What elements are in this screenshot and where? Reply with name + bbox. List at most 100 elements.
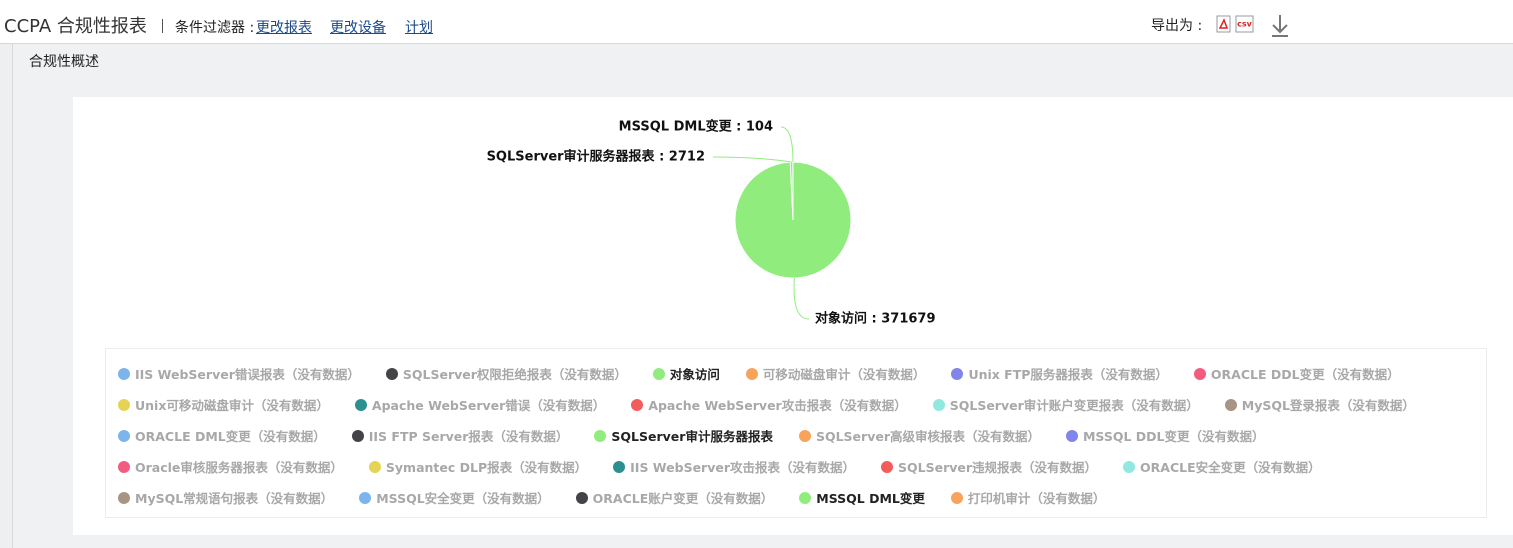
legend-swatch — [881, 461, 894, 473]
legend-label: IIS FTP Server报表（没有数据） — [368, 429, 569, 444]
legend-label: ORACLE DML变更（没有数据） — [135, 429, 326, 444]
legend-label: MSSQL DML变更 — [816, 491, 925, 506]
pdf-icon[interactable] — [1216, 15, 1231, 33]
legend-swatch — [575, 492, 588, 504]
csv-text: csv — [1237, 20, 1253, 29]
legend-swatch — [385, 368, 398, 380]
legend-swatch — [798, 430, 811, 442]
legend-item[interactable]: Symantec DLP报表（没有数据） — [368, 452, 588, 483]
data-label: MSSQL DML变更 : 104 — [619, 119, 773, 135]
legend-label: 可移动磁盘审计（没有数据） — [762, 367, 926, 382]
change-device-link[interactable]: 更改设备 — [330, 20, 386, 36]
legend-swatch — [359, 492, 372, 504]
legend-item[interactable]: MSSQL安全变更（没有数据） — [359, 483, 550, 514]
legend-label: SQLServer审计账户变更报表（没有数据） — [949, 398, 1199, 413]
legend-label: SQLServer审计服务器报表 — [611, 429, 773, 444]
legend-swatch — [951, 368, 964, 380]
csv-icon[interactable]: csv — [1235, 15, 1254, 33]
legend-swatch — [351, 430, 364, 442]
legend-label: SQLServer高级审核报表（没有数据） — [815, 429, 1040, 444]
legend-item[interactable]: SQLServer权限拒绝报表（没有数据） — [385, 359, 627, 390]
report-title: CCPA 合规性报表 — [4, 16, 147, 37]
legend-item[interactable]: IIS FTP Server报表（没有数据） — [351, 421, 569, 452]
legend-item[interactable]: 打印机审计（没有数据） — [950, 483, 1105, 514]
legend-item[interactable]: MySQL登录报表（没有数据） — [1224, 390, 1415, 421]
legend-label: IIS WebServer错误报表（没有数据） — [135, 367, 360, 382]
legend-item[interactable]: ORACLE账户变更（没有数据） — [575, 483, 774, 514]
change-report-link[interactable]: 更改报表 — [256, 20, 312, 36]
legend-swatch — [932, 399, 945, 411]
export-icons: csv — [1216, 15, 1288, 37]
legend-swatch — [118, 368, 130, 380]
legend-label: Oracle审核服务器报表（没有数据） — [135, 460, 343, 475]
legend-label: MySQL常规语句报表（没有数据） — [135, 491, 334, 506]
pdf-page — [1216, 15, 1231, 33]
data-label: 对象访问 : 371679 — [815, 311, 936, 327]
schedule-link[interactable]: 计划 — [405, 20, 433, 36]
chart-card: 对象访问 : 371679 SQLServer审计服务器报表 : 2712 MSSQ… — [73, 97, 1513, 535]
legend-label: 对象访问 — [669, 367, 720, 382]
legend-item[interactable]: ORACLE安全变更（没有数据） — [1123, 452, 1321, 483]
legend-item[interactable]: MSSQL DDL变更（没有数据） — [1065, 421, 1265, 452]
legend-swatch — [1224, 399, 1237, 411]
legend-item[interactable]: Oracle审核服务器报表（没有数据） — [118, 452, 343, 483]
legend-item[interactable]: SQLServer违规报表（没有数据） — [881, 452, 1097, 483]
legend-label: Symantec DLP报表（没有数据） — [385, 460, 588, 475]
legend-item[interactable]: SQLServer审计账户变更报表（没有数据） — [932, 390, 1199, 421]
pdf-glyph — [1218, 18, 1229, 29]
legend-item[interactable]: 对象访问 — [652, 359, 720, 390]
legend-item[interactable]: Apache WebServer错误（没有数据） — [354, 390, 606, 421]
legend-swatch — [118, 430, 130, 442]
pie-chart: 对象访问 : 371679 SQLServer审计服务器报表 : 2712 MSSQ… — [487, 119, 936, 327]
csv-page — [1235, 15, 1254, 33]
legend-label: Unix可移动磁盘审计（没有数据） — [135, 398, 329, 413]
legend-label: Apache WebServer攻击报表（没有数据） — [648, 398, 907, 413]
separator — [162, 19, 163, 33]
legend-label: SQLServer违规报表（没有数据） — [898, 460, 1098, 475]
legend-swatch — [950, 492, 963, 504]
legend-item[interactable]: 可移动磁盘审计（没有数据） — [745, 359, 926, 390]
export-label: 导出为 : — [1151, 18, 1203, 34]
legend-swatch — [631, 399, 644, 411]
legend-label: MSSQL安全变更（没有数据） — [376, 491, 550, 506]
legend-item[interactable]: SQLServer高级审核报表（没有数据） — [798, 421, 1040, 452]
legend-swatch — [799, 492, 812, 504]
legend-label: IIS WebServer攻击报表（没有数据） — [630, 460, 856, 475]
filter-label: 条件过滤器 : — [175, 20, 255, 36]
legend-swatch — [368, 461, 381, 473]
download-arrow — [1272, 15, 1288, 37]
legend: IIS WebServer错误报表（没有数据） SQLServer权限拒绝报表（没… — [105, 348, 1487, 518]
label-connector — [780, 126, 794, 163]
legend-swatch — [1193, 368, 1206, 380]
legend-item[interactable]: IIS WebServer攻击报表（没有数据） — [613, 452, 855, 483]
legend-swatch — [118, 492, 130, 504]
legend-swatch — [1123, 461, 1136, 473]
data-label: SQLServer审计服务器报表 : 2712 — [487, 149, 705, 165]
legend-label: ORACLE账户变更（没有数据） — [592, 491, 774, 506]
legend-swatch — [354, 399, 367, 411]
legend-label: ORACLE DDL变更（没有数据） — [1210, 367, 1400, 382]
legend-item[interactable]: ORACLE DML变更（没有数据） — [118, 421, 326, 452]
label-connector — [712, 156, 792, 163]
legend-item[interactable]: SQLServer审计服务器报表 — [594, 421, 773, 452]
legend-item[interactable]: MySQL常规语句报表（没有数据） — [118, 483, 333, 514]
legend-item[interactable]: Unix FTP服务器报表（没有数据） — [951, 359, 1168, 390]
legend-swatch — [613, 461, 626, 473]
legend-swatch — [652, 368, 665, 380]
legend-swatch — [1065, 430, 1078, 442]
legend-label: Unix FTP服务器报表（没有数据） — [968, 367, 1168, 382]
legend-label: Apache WebServer错误（没有数据） — [371, 398, 606, 413]
legend-item[interactable]: ORACLE DDL变更（没有数据） — [1193, 359, 1400, 390]
legend-label: MSSQL DDL变更（没有数据） — [1082, 429, 1265, 444]
legend-item[interactable]: MSSQL DML变更 — [799, 483, 925, 514]
legend-item[interactable]: Unix可移动磁盘审计（没有数据） — [118, 390, 329, 421]
legend-label: SQLServer权限拒绝报表（没有数据） — [402, 367, 627, 382]
section-title: 合规性概述 — [29, 54, 99, 70]
legend-swatch — [118, 461, 130, 473]
legend-label: MySQL登录报表（没有数据） — [1241, 398, 1415, 413]
legend-item[interactable]: IIS WebServer错误报表（没有数据） — [118, 359, 360, 390]
legend-swatch — [594, 430, 607, 442]
legend-item[interactable]: Apache WebServer攻击报表（没有数据） — [631, 390, 907, 421]
download-icon[interactable] — [1272, 15, 1288, 37]
